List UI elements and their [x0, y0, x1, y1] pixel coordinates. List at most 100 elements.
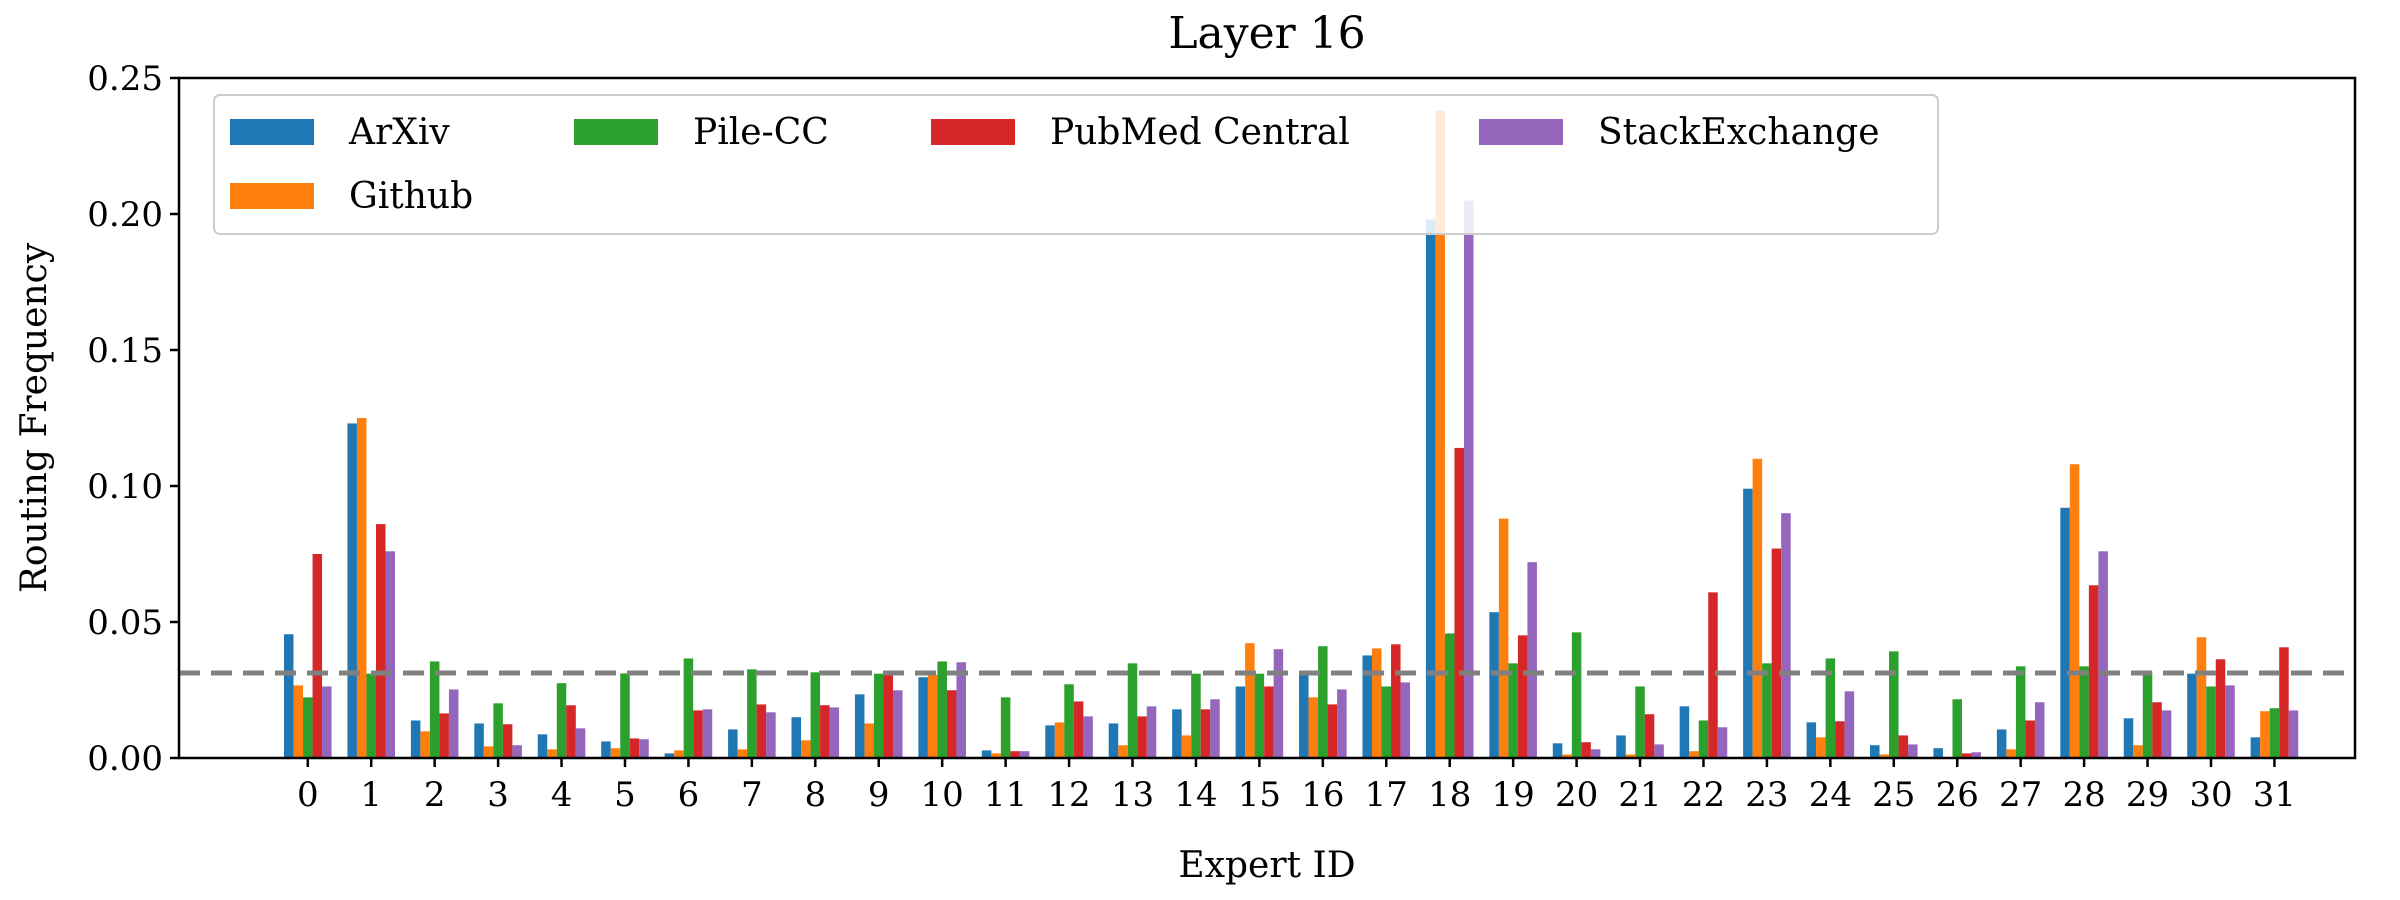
bar-arxiv-expert-6: [664, 753, 675, 758]
y-tick-label: 0.15: [87, 331, 163, 371]
bar-pubmed-central-expert-26: [1961, 753, 1972, 758]
bar-stackexchange-expert-15: [1273, 649, 1284, 758]
bar-pile-cc-expert-9: [873, 673, 884, 758]
x-tick-label: 26: [1936, 775, 1979, 815]
bar-arxiv-expert-16: [1299, 674, 1309, 758]
bar-arxiv-expert-18: [1425, 219, 1436, 758]
bar-github-expert-7: [737, 749, 748, 758]
x-tick-label: 28: [2062, 775, 2105, 815]
x-tick-label: 20: [1555, 775, 1598, 815]
bar-github-expert-29: [2133, 745, 2143, 758]
x-tick-label: 21: [1618, 775, 1661, 815]
bar-stackexchange-expert-12: [1083, 716, 1093, 758]
bar-pile-cc-expert-14: [1191, 673, 1201, 758]
legend: ArXiv Github Pile-CC PubMed Central StackExc…: [213, 94, 1939, 235]
bar-arxiv-expert-14: [1172, 709, 1182, 758]
bar-github-expert-22: [1689, 751, 1699, 758]
bar-pile-cc-expert-10: [937, 661, 947, 758]
bar-pile-cc-expert-19: [1508, 663, 1518, 758]
bar-github-expert-11: [991, 753, 1001, 758]
x-tick-label: 18: [1428, 775, 1471, 815]
bar-pubmed-central-expert-24: [1835, 721, 1845, 758]
x-tick-label: 11: [984, 775, 1027, 815]
bar-github-expert-3: [483, 746, 494, 758]
bar-pile-cc-expert-4: [556, 683, 567, 758]
bar-pile-cc-expert-11: [1000, 697, 1011, 758]
bar-arxiv-expert-26: [1933, 748, 1943, 758]
chart-title: Layer 16: [1168, 8, 1365, 59]
legend-swatch: [230, 183, 314, 209]
bar-pile-cc-expert-31: [2269, 708, 2280, 758]
x-tick-label: 10: [921, 775, 964, 815]
bar-pile-cc-expert-16: [1318, 646, 1328, 758]
bar-github-expert-17: [1371, 648, 1382, 758]
x-tick-label: 9: [868, 775, 890, 815]
bar-github-expert-8: [801, 740, 811, 758]
bar-stackexchange-expert-5: [639, 739, 649, 758]
bar-pubmed-central-expert-27: [2025, 720, 2035, 758]
bar-arxiv-expert-23: [1743, 488, 1753, 758]
bar-pile-cc-expert-29: [2142, 671, 2153, 758]
y-tick-label: 0.20: [87, 195, 163, 235]
bar-arxiv-expert-28: [2060, 507, 2070, 758]
x-tick-label: 31: [2253, 775, 2296, 815]
legend-label: StackExchange: [1598, 112, 1880, 153]
bar-pubmed-central-expert-7: [756, 704, 767, 758]
bar-github-expert-15: [1245, 643, 1255, 758]
x-tick-label: 0: [297, 775, 319, 815]
bar-pile-cc-expert-1: [366, 673, 376, 758]
x-tick-label: 22: [1682, 775, 1725, 815]
bar-pubmed-central-expert-1: [375, 524, 386, 758]
x-tick-label: 2: [424, 775, 446, 815]
bar-pile-cc-expert-20: [1571, 632, 1582, 758]
bar-github-expert-20: [1562, 754, 1572, 758]
bar-arxiv-expert-21: [1616, 735, 1626, 758]
bar-stackexchange-expert-24: [1844, 691, 1855, 758]
x-tick-label: 16: [1301, 775, 1344, 815]
bar-github-expert-12: [1054, 722, 1065, 758]
bar-stackexchange-expert-25: [1908, 744, 1918, 758]
bar-stackexchange-expert-28: [2098, 551, 2108, 758]
bar-stackexchange-expert-19: [1527, 562, 1537, 758]
bar-pile-cc-expert-26: [1952, 699, 1962, 758]
bar-stackexchange-expert-10: [956, 662, 966, 758]
bar-github-expert-27: [2006, 749, 2016, 758]
bar-arxiv-expert-20: [1552, 743, 1563, 758]
bar-pubmed-central-expert-3: [502, 724, 513, 758]
bar-pubmed-central-expert-25: [1898, 735, 1909, 758]
bar-pubmed-central-expert-12: [1073, 701, 1084, 758]
bar-pubmed-central-expert-22: [1708, 592, 1718, 758]
bar-pubmed-central-expert-21: [1644, 714, 1655, 758]
bar-github-expert-28: [2069, 464, 2080, 758]
bar-pile-cc-expert-27: [2015, 666, 2026, 758]
bar-pile-cc-expert-28: [2079, 666, 2089, 758]
bar-arxiv-expert-1: [347, 423, 357, 758]
bar-arxiv-expert-27: [1996, 729, 2007, 758]
x-tick-label: 27: [1999, 775, 2042, 815]
bar-stackexchange-expert-4: [575, 728, 586, 758]
x-tick-label: 24: [1809, 775, 1852, 815]
bar-pile-cc-expert-13: [1127, 663, 1138, 758]
bar-stackexchange-expert-20: [1590, 749, 1601, 758]
bar-github-expert-25: [1879, 754, 1890, 758]
bar-pile-cc-expert-3: [493, 703, 503, 758]
x-tick-label: 25: [1872, 775, 1915, 815]
bar-arxiv-expert-8: [791, 717, 802, 758]
bar-github-expert-10: [927, 674, 938, 758]
bar-github-expert-0: [293, 685, 304, 758]
bar-stackexchange-expert-9: [893, 690, 903, 758]
legend-swatch: [931, 119, 1015, 145]
bar-arxiv-expert-24: [1806, 722, 1817, 758]
bar-stackexchange-expert-13: [1146, 706, 1157, 758]
bar-stackexchange-expert-6: [702, 709, 713, 758]
bar-pile-cc-expert-12: [1064, 684, 1074, 758]
bar-arxiv-expert-7: [728, 729, 738, 758]
x-tick-label: 1: [360, 775, 382, 815]
bar-stackexchange-expert-27: [2034, 702, 2045, 758]
bar-pubmed-central-expert-6: [693, 710, 703, 758]
bar-arxiv-expert-29: [2123, 718, 2134, 758]
x-tick-label: 19: [1492, 775, 1535, 815]
bar-stackexchange-expert-11: [1019, 751, 1030, 758]
bar-arxiv-expert-19: [1489, 612, 1499, 758]
bar-github-expert-31: [2260, 711, 2270, 758]
